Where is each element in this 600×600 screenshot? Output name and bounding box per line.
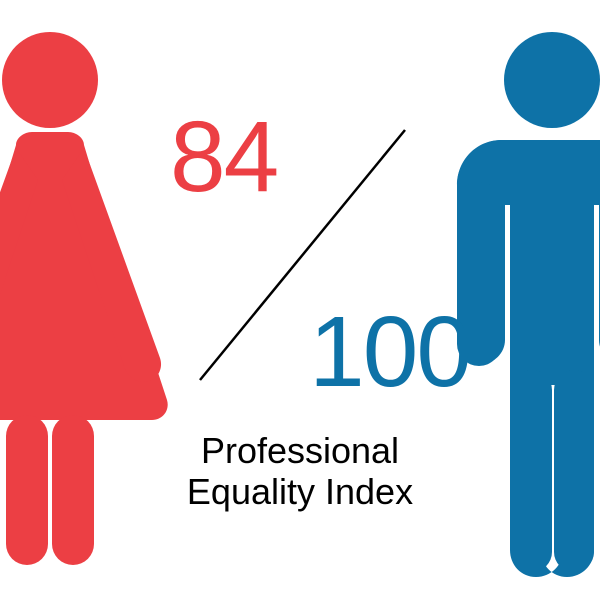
caption: Professional Equality Index [0,430,600,513]
score-denominator: 100 [309,295,470,410]
infographic-stage: 84 100 Professional Equality Index [0,0,600,600]
caption-line-2: Equality Index [0,471,600,512]
caption-line-1: Professional [0,430,600,471]
score-fraction: 84 100 [160,100,460,400]
